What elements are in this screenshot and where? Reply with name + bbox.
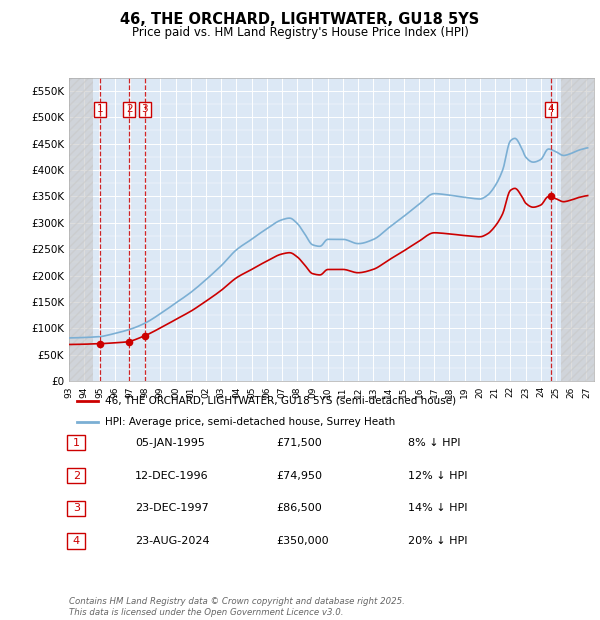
Text: Contains HM Land Registry data © Crown copyright and database right 2025.
This d: Contains HM Land Registry data © Crown c… <box>69 598 405 617</box>
Text: £71,500: £71,500 <box>276 438 322 448</box>
Bar <box>69 78 94 381</box>
FancyBboxPatch shape <box>67 533 85 549</box>
Text: 12-DEC-1996: 12-DEC-1996 <box>135 471 209 480</box>
Text: 05-JAN-1995: 05-JAN-1995 <box>135 438 205 448</box>
Text: 2: 2 <box>126 104 133 115</box>
Text: 23-AUG-2024: 23-AUG-2024 <box>135 536 209 546</box>
Text: Price paid vs. HM Land Registry's House Price Index (HPI): Price paid vs. HM Land Registry's House … <box>131 26 469 39</box>
Text: 14% ↓ HPI: 14% ↓ HPI <box>408 503 467 513</box>
Text: £86,500: £86,500 <box>276 503 322 513</box>
Text: 46, THE ORCHARD, LIGHTWATER, GU18 5YS (semi-detached house): 46, THE ORCHARD, LIGHTWATER, GU18 5YS (s… <box>105 396 456 405</box>
Text: 23-DEC-1997: 23-DEC-1997 <box>135 503 209 513</box>
Text: 3: 3 <box>142 104 148 115</box>
Bar <box>560 78 594 381</box>
Text: 46, THE ORCHARD, LIGHTWATER, GU18 5YS: 46, THE ORCHARD, LIGHTWATER, GU18 5YS <box>121 12 479 27</box>
FancyBboxPatch shape <box>67 467 85 484</box>
Text: 2: 2 <box>73 471 80 480</box>
Text: HPI: Average price, semi-detached house, Surrey Heath: HPI: Average price, semi-detached house,… <box>105 417 395 427</box>
Text: 4: 4 <box>547 104 554 115</box>
Text: 1: 1 <box>97 104 103 115</box>
Text: £350,000: £350,000 <box>276 536 329 546</box>
Text: 4: 4 <box>73 536 80 546</box>
Text: 20% ↓ HPI: 20% ↓ HPI <box>408 536 467 546</box>
FancyBboxPatch shape <box>67 435 85 451</box>
Text: £74,950: £74,950 <box>276 471 322 480</box>
Text: 12% ↓ HPI: 12% ↓ HPI <box>408 471 467 480</box>
Text: 1: 1 <box>73 438 80 448</box>
Text: 3: 3 <box>73 503 80 513</box>
Text: 8% ↓ HPI: 8% ↓ HPI <box>408 438 461 448</box>
FancyBboxPatch shape <box>67 500 85 516</box>
